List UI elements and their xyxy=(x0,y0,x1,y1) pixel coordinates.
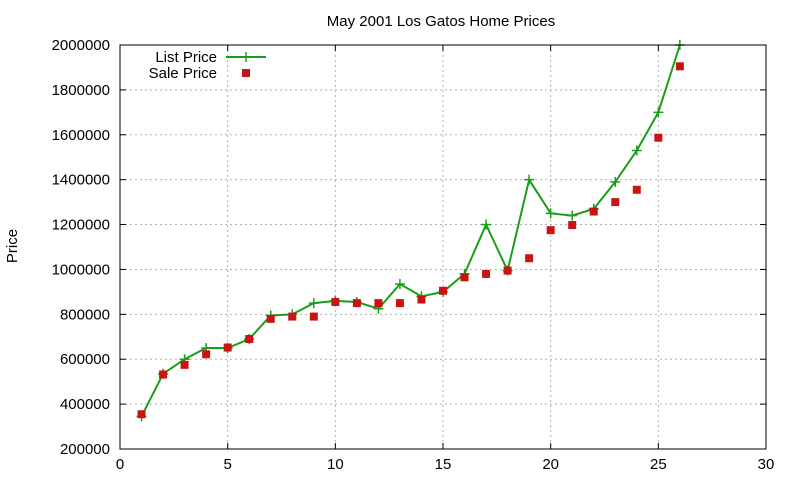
data-point xyxy=(525,254,534,263)
data-point xyxy=(288,312,297,321)
data-point xyxy=(568,221,577,230)
legend-marker xyxy=(242,69,250,77)
data-point xyxy=(546,226,555,235)
y-tick-label: 600000 xyxy=(60,351,110,368)
data-point xyxy=(266,314,275,323)
data-point xyxy=(567,210,578,221)
series-sale-price xyxy=(137,62,684,419)
series-layer xyxy=(136,40,685,422)
data-point xyxy=(460,273,469,282)
data-point xyxy=(159,370,168,379)
series-line xyxy=(140,44,681,417)
x-tick-label: 25 xyxy=(650,456,667,473)
y-tick-label: 1200000 xyxy=(52,217,110,234)
data-point xyxy=(524,174,535,185)
data-point xyxy=(545,208,556,219)
y-tick-label: 1600000 xyxy=(52,127,110,144)
data-point xyxy=(245,335,254,344)
data-point xyxy=(653,107,664,118)
data-point xyxy=(439,286,447,295)
data-point xyxy=(611,198,620,207)
data-point xyxy=(202,350,211,359)
legend-label: List Price xyxy=(155,49,217,66)
data-point xyxy=(137,410,146,419)
data-point xyxy=(675,62,684,71)
y-tick-label: 200000 xyxy=(60,441,110,458)
data-point xyxy=(632,185,641,194)
data-point xyxy=(374,299,383,308)
axis-ticks: 0 5 10 15 20 25 30 200000 400000 600000 800000 1000… xyxy=(52,37,775,473)
data-point xyxy=(180,360,189,369)
chart-title: May 2001 Los Gatos Home Prices xyxy=(327,13,555,30)
series-list-price xyxy=(136,40,685,422)
data-point xyxy=(482,269,491,278)
data-point xyxy=(610,176,621,187)
y-tick-label: 1800000 xyxy=(52,82,110,99)
data-point xyxy=(589,207,598,216)
data-point xyxy=(395,299,404,308)
x-tick-label: 20 xyxy=(542,456,559,473)
y-tick-label: 1000000 xyxy=(52,261,110,278)
x-tick-label: 5 xyxy=(223,456,231,473)
data-point xyxy=(654,133,663,142)
data-point xyxy=(331,297,340,306)
plot-frame xyxy=(119,44,767,450)
y-tick-label: 2000000 xyxy=(52,37,110,54)
y-axis-label: Price xyxy=(4,229,21,263)
legend-marker xyxy=(241,52,251,62)
y-tick-label: 1400000 xyxy=(52,172,110,189)
x-tick-label: 0 xyxy=(116,456,124,473)
data-point xyxy=(417,295,426,304)
data-point xyxy=(503,266,512,275)
data-point xyxy=(481,219,492,230)
data-point xyxy=(352,299,361,308)
x-tick-label: 30 xyxy=(758,456,775,473)
legend-label: Sale Price xyxy=(149,65,217,82)
data-point xyxy=(308,298,319,309)
data-point xyxy=(223,343,232,352)
data-point xyxy=(394,279,405,290)
y-tick-label: 400000 xyxy=(60,396,110,413)
data-point xyxy=(631,145,642,156)
y-tick-label: 800000 xyxy=(60,306,110,323)
x-tick-label: 10 xyxy=(327,456,344,473)
x-tick-label: 15 xyxy=(435,456,452,473)
data-point xyxy=(309,312,318,321)
grid xyxy=(120,45,766,449)
